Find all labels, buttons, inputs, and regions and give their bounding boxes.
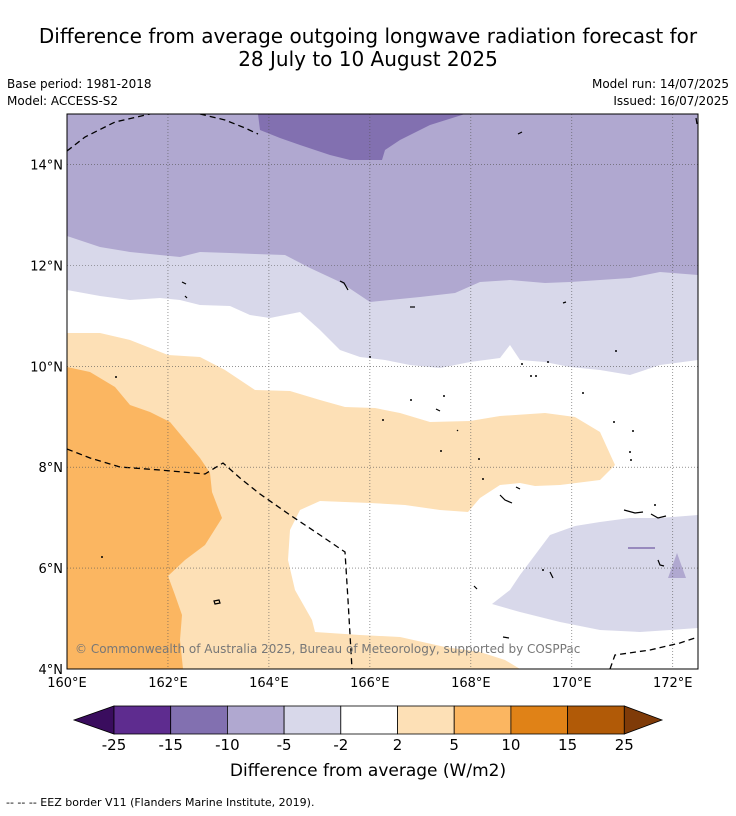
lat-tick-label: 10°N [30,360,63,375]
lon-tick-label: 160°E [47,676,87,691]
anomaly-band-minus15-minus10 [258,114,465,160]
colorbar-tick-label: -10 [215,736,240,754]
anomaly-patch-east-negative [492,515,698,632]
model-label: Model: ACCESS-S2 [7,94,119,108]
island-markers [181,117,698,639]
issued-label: Issued: 16/07/2025 [613,94,729,108]
model-run-label: Model run: 14/07/2025 [591,77,729,91]
lon-tick-label: 164°E [249,676,289,691]
colorbar-tick-label: 2 [392,736,403,754]
eez-legend-note: -- -- -- EEZ border V11 (Flanders Marine… [6,796,315,809]
colorbar-tick-label: 5 [449,736,459,754]
lon-tick-label: 168°E [451,676,491,691]
colorbar [72,705,664,735]
anomaly-patch-small-negative [668,553,686,578]
colorbar-segment [283,705,342,735]
anomaly-band-5-10 [67,367,222,669]
lon-tick-label: 166°E [350,676,390,691]
colorbar-tick-label: -5 [276,736,292,754]
colorbar-tick-label: 10 [501,736,521,754]
longitude-tick-labels: 160°E 162°E 164°E 166°E 168°E 170°E 172°E [47,676,692,691]
copyright-notice: © Commonwealth of Australia 2025, Bureau… [75,642,580,656]
colorbar-segment [510,705,568,735]
colorbar-tick-label: -15 [158,736,183,754]
colorbar-high-extend [623,705,664,735]
colorbar-segment [340,705,398,735]
anomaly-field [67,114,698,669]
colorbar-low-extend [72,705,115,735]
colorbar-tick-label: 15 [558,736,578,754]
eez-borders [67,114,698,669]
colorbar-segment [170,705,228,735]
colorbar-segment [113,705,172,735]
colorbar-segment [397,705,455,735]
plot-frame [66,113,699,670]
colorbar-tick-label: -25 [101,736,127,754]
base-period-label: Base period: 1981-2018 [7,77,152,91]
lon-tick-label: 170°E [552,676,592,691]
colorbar-segment [567,705,625,735]
lat-tick-label: 12°N [30,259,63,274]
anomaly-band-minus10-minus5 [67,114,698,302]
colorbar-segment [226,705,285,735]
colorbar-segment [453,705,512,735]
chart-title-line2: 28 July to 10 August 2025 [238,47,498,71]
lat-tick-label: 14°N [30,158,63,173]
island-dots [101,350,656,571]
anomaly-band-2-5 [67,333,615,669]
lat-tick-label: 6°N [39,562,64,577]
colorbar-title: Difference from average (W/m2) [229,761,507,781]
colorbar-tick-label: 25 [614,736,634,754]
chart-title-line1: Difference from average outgoing longwav… [38,24,698,48]
latitude-tick-labels: 14°N 12°N 10°N 8°N 6°N 4°N [30,158,63,678]
lon-tick-label: 162°E [148,676,188,691]
colorbar-tick-label: -2 [333,736,349,754]
lon-tick-label: 172°E [653,676,693,691]
lat-tick-label: 4°N [39,663,64,678]
lat-tick-label: 8°N [39,461,64,476]
